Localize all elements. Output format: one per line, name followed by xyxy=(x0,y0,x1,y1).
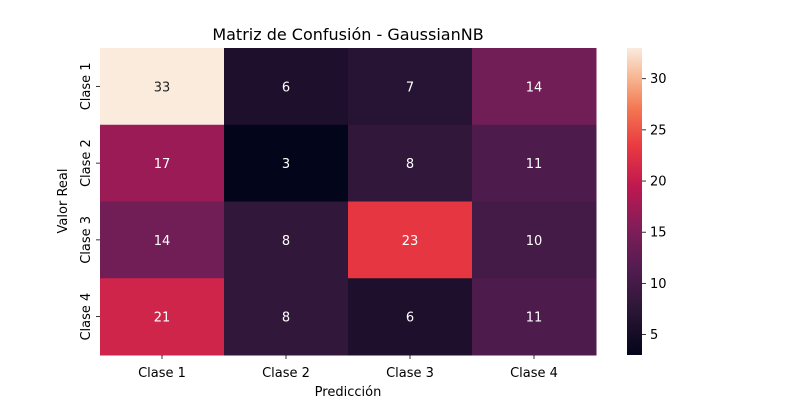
cell-value-label: 3 xyxy=(282,157,290,172)
cell-value-label: 33 xyxy=(154,80,171,95)
y-tick-label: Clase 2 xyxy=(79,139,94,187)
y-tick-label: Clase 1 xyxy=(79,62,94,110)
cell-value-label: 6 xyxy=(406,311,414,326)
cell-value-label: 6 xyxy=(282,80,290,95)
colorbar-gradient xyxy=(627,48,642,355)
cell-value-label: 21 xyxy=(154,311,171,326)
y-tick-label: Clase 4 xyxy=(79,293,94,341)
chart-title: Matriz de Confusión - GaussianNB xyxy=(212,25,483,44)
heatmap-cell xyxy=(348,124,473,202)
heatmap-cell xyxy=(472,278,597,356)
heatmap-cell xyxy=(472,48,597,126)
heatmap-cell xyxy=(100,278,225,356)
colorbar-tick-label: 10 xyxy=(650,277,667,292)
y-tick-label: Clase 3 xyxy=(79,216,94,264)
cell-value-label: 11 xyxy=(526,157,543,172)
x-tick-label: Clase 3 xyxy=(386,366,434,381)
heatmap-cell xyxy=(100,48,225,126)
cell-value-label: 8 xyxy=(282,234,290,249)
heatmap-cell xyxy=(100,201,225,279)
y-axis-ticks: Clase 1 Clase 2 Clase 3 Clase 4 xyxy=(79,62,100,341)
x-axis-ticks: Clase 1 Clase 2 Clase 3 Clase 4 xyxy=(138,355,558,381)
cell-value-label: 8 xyxy=(282,311,290,326)
heatmap-cell xyxy=(224,124,349,202)
heatmap-cell xyxy=(224,201,349,279)
colorbar-tick-label: 15 xyxy=(650,226,667,241)
colorbar-tick-label: 30 xyxy=(650,72,667,87)
x-axis-label: Predicción xyxy=(315,385,382,400)
cell-value-label: 8 xyxy=(406,157,414,172)
y-axis-label: Valor Real xyxy=(56,169,71,234)
colorbar-tick-label: 5 xyxy=(650,328,658,343)
cell-value-label: 17 xyxy=(154,157,171,172)
heatmap-cell xyxy=(348,278,473,356)
cell-value-label: 7 xyxy=(406,80,414,95)
heatmap-cell xyxy=(472,124,597,202)
heatmap-cell xyxy=(100,124,225,202)
cell-value-label: 11 xyxy=(526,311,543,326)
heatmap-cell xyxy=(472,201,597,279)
heatmap-cell xyxy=(224,278,349,356)
cell-value-label: 14 xyxy=(154,234,171,249)
heatmap-cell xyxy=(348,201,473,279)
cell-value-label: 23 xyxy=(402,234,419,249)
cell-value-label: 14 xyxy=(526,80,543,95)
colorbar: 5 10 15 20 25 30 xyxy=(627,48,667,355)
heatmap-cell xyxy=(224,48,349,126)
x-tick-label: Clase 1 xyxy=(138,366,186,381)
colorbar-tick-label: 25 xyxy=(650,123,667,138)
heatmap-cell xyxy=(348,48,473,126)
heatmap-cells: 33 6 7 14 17 3 8 11 14 8 23 10 21 8 6 11 xyxy=(100,48,597,356)
cell-value-label: 10 xyxy=(526,234,543,249)
x-tick-label: Clase 2 xyxy=(262,366,310,381)
x-tick-label: Clase 4 xyxy=(510,366,558,381)
colorbar-tick-label: 20 xyxy=(650,175,667,190)
